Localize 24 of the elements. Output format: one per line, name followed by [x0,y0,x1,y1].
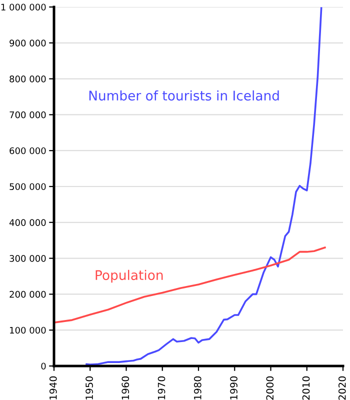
y-tick-label: 700 000 [10,111,46,118]
y-tick-label: 300 000 [10,255,46,262]
y-tick-label: 400 000 [9,219,46,226]
y-tick-label: 1 000 000 [1,4,46,11]
line-series [54,246,326,324]
x-tick-label: 1960 [122,376,130,400]
y-tick-label: 500 000 [10,183,46,190]
y-tick-label: 100 000 [10,326,46,334]
x-tick-label: 1990 [230,376,238,400]
text: Number of tourists in Iceland [89,90,279,101]
x-tick-label: 1950 [86,376,93,400]
x-tick-label: 1940 [49,376,57,400]
y-tick-label: 900 000 [10,40,46,46]
y-tick-label: 0 [41,362,46,370]
x-tick-label: 1980 [194,376,202,400]
y-tick-label: 800 000 [10,76,46,82]
x-tick-label: 1970 [158,376,166,400]
y-tick-label: 200 000 [10,290,46,298]
x-tick-label: 2000 [266,376,274,400]
x-tick-label: 2020 [338,376,346,400]
line-series [86,7,322,366]
series-label: Population [96,270,163,283]
y-tick-label: 600 000 [10,147,46,154]
x-tick-label: 2010 [302,376,310,400]
